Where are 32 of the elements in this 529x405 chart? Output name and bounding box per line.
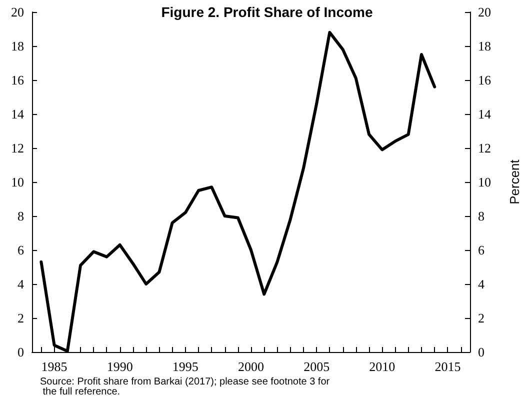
- y-tick-label: 4: [18, 276, 24, 292]
- x-tick-label: 2015: [434, 359, 461, 374]
- y2-tick-label: 18: [478, 38, 491, 54]
- y-tick-label: 12: [11, 140, 24, 156]
- y2-tick-label: 0: [478, 344, 484, 360]
- y2-tick-label: 14: [478, 106, 492, 122]
- y2-tick-label: 12: [478, 140, 491, 156]
- y2-tick-label: 16: [478, 72, 492, 88]
- y-tick-label: 20: [11, 4, 24, 20]
- x-tick-label: 1995: [172, 359, 198, 374]
- x-tick-label: 2000: [238, 359, 264, 374]
- y-tick-label: 2: [18, 310, 24, 326]
- x-tick-label: 1985: [41, 359, 68, 374]
- y-tick-label: 8: [18, 208, 24, 224]
- y2-tick-label: 8: [478, 208, 484, 224]
- x-tick-label: 1990: [106, 359, 133, 374]
- chart-title: Figure 2. Profit Share of Income: [161, 4, 374, 20]
- y2-tick-label: 4: [478, 276, 485, 292]
- y-tick-label: 10: [11, 174, 24, 190]
- y-tick-label: 16: [11, 72, 24, 88]
- y-tick-label: 14: [11, 106, 24, 122]
- y2-tick-label: 2: [478, 310, 484, 326]
- y2-tick-label: 10: [478, 174, 491, 190]
- y-tick-label: 6: [18, 242, 24, 258]
- x-tick-label: 2005: [304, 359, 330, 374]
- y2-tick-label: 6: [478, 242, 485, 258]
- y-tick-label: 18: [11, 38, 24, 54]
- y-tick-label: 0: [18, 344, 24, 360]
- x-tick-label: 2010: [369, 359, 396, 374]
- y2-tick-label: 20: [478, 4, 491, 20]
- y2-axis-title: Percent: [507, 159, 522, 204]
- source-note: Source: Profit share from Barkai (2017); please see footnote 3 for the full reference.: [40, 376, 330, 398]
